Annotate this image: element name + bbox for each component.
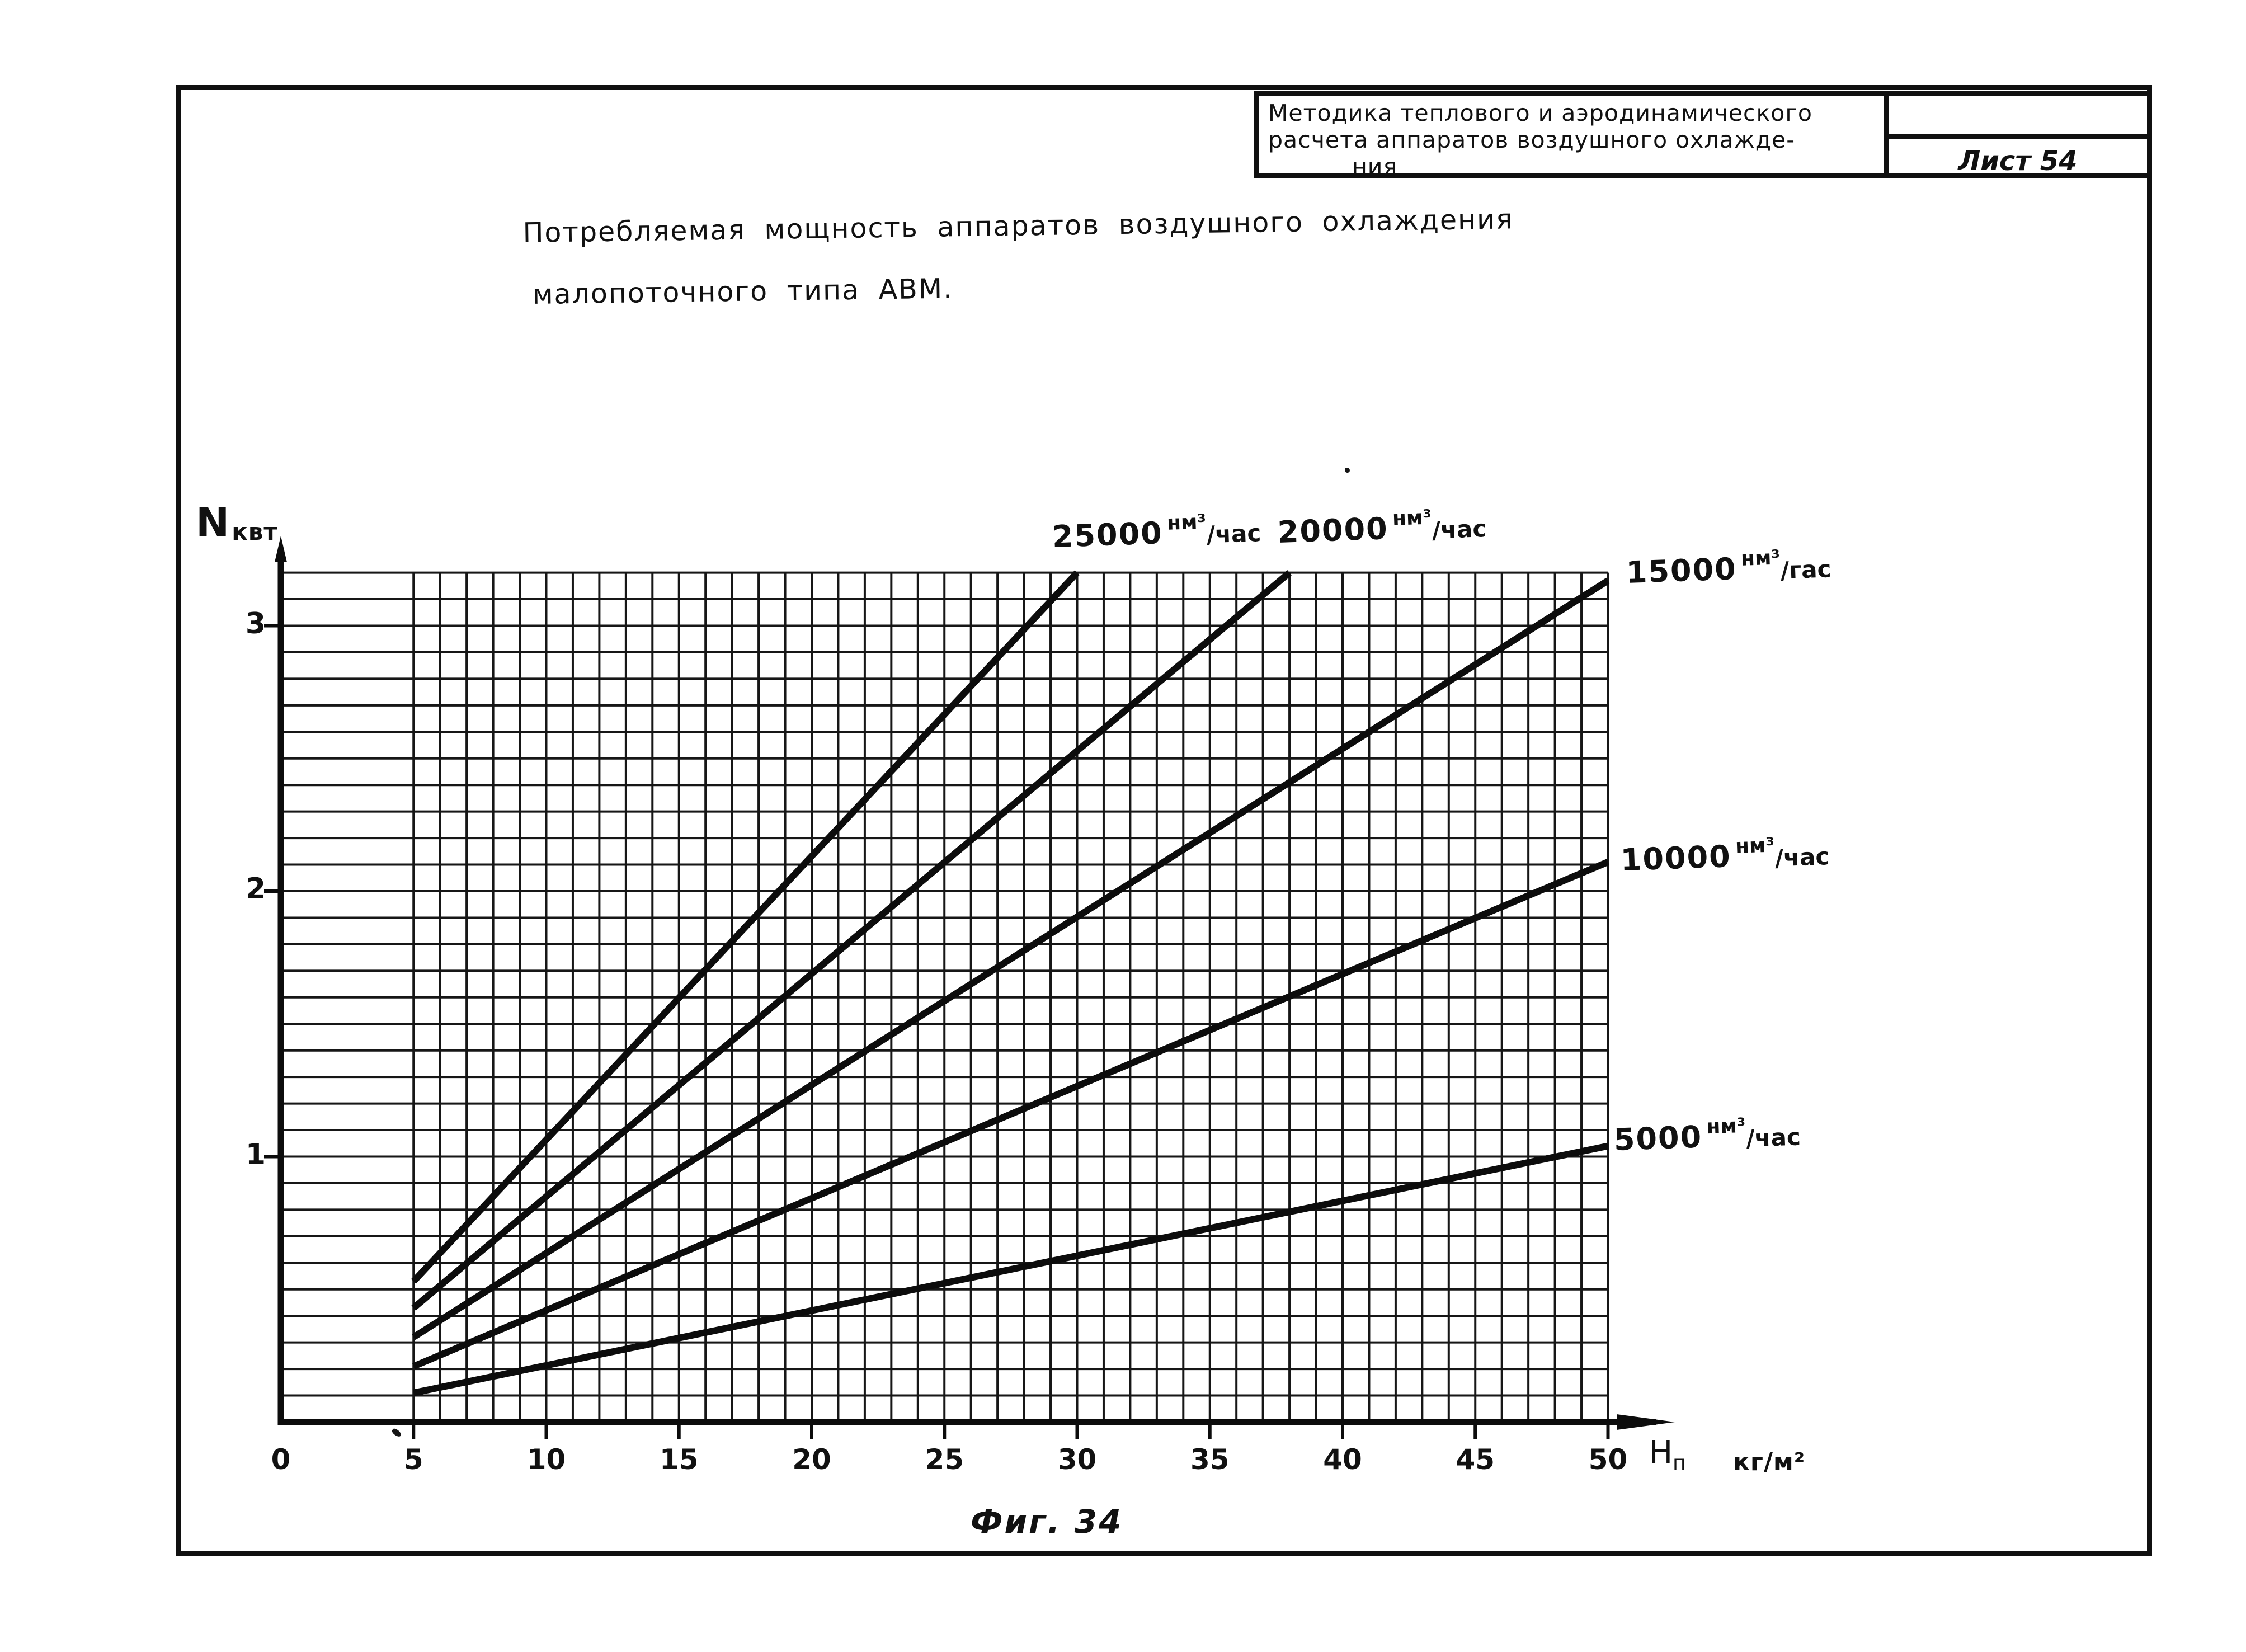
x-tick-label: 25 — [925, 1443, 964, 1476]
series-value: 20000 — [1277, 511, 1389, 550]
series-value: 10000 — [1619, 839, 1732, 878]
series-value: 5000 — [1613, 1119, 1703, 1157]
page-frame — [176, 85, 2152, 1556]
y-axis-unit: квт — [232, 518, 278, 545]
x-axis-symbol: H — [1649, 1434, 1673, 1471]
x-tick-label: 0 — [271, 1443, 291, 1476]
x-tick-label: 10 — [526, 1443, 566, 1476]
series-unit-den: /час — [1745, 1123, 1801, 1152]
series-label-10000: 10000 нм³/час — [1619, 834, 1830, 878]
series-label-25000: 25000 нм³/час — [1051, 510, 1262, 554]
y-tick-label: 3 — [245, 606, 266, 641]
series-unit-sup: нм³ — [1706, 1114, 1746, 1139]
y-tick-label: 2 — [245, 872, 266, 906]
sheet-box: Лист 54 — [1884, 91, 2152, 178]
x-tick-label: 50 — [1588, 1443, 1628, 1476]
x-axis-label: Hп — [1649, 1434, 1686, 1475]
series-unit-sup: нм³ — [1740, 546, 1781, 571]
series-unit-den: /час — [1206, 519, 1262, 549]
series-label-20000: 20000 нм³/час — [1277, 506, 1487, 550]
header-method-box: Методика теплового и аэродинамического р… — [1254, 91, 1889, 180]
sheet-label: Лист 54 — [1958, 145, 2078, 177]
series-label-15000: 15000 нм³/гас — [1625, 546, 1832, 590]
x-tick-label: 45 — [1456, 1443, 1495, 1476]
x-tick-label: 30 — [1057, 1443, 1097, 1476]
series-unit-den: /час — [1774, 842, 1830, 872]
series-value: 25000 — [1051, 515, 1164, 554]
header-method-line: расчета аппаратов воздушного охлажде- — [1268, 126, 1796, 153]
x-tick-label: 5 — [403, 1443, 423, 1476]
series-label-5000: 5000 нм³/час — [1613, 1114, 1801, 1157]
x-tick-label: 20 — [792, 1443, 831, 1476]
figure-caption: Фиг. 34 — [971, 1503, 1123, 1541]
ink-speck — [1345, 468, 1350, 473]
series-unit-sup: нм³ — [1735, 834, 1775, 858]
series-unit-sup: нм³ — [1166, 510, 1207, 535]
series-unit-sup: нм³ — [1392, 506, 1432, 530]
header-method-line: Методика теплового и аэродинамического — [1268, 100, 1812, 126]
y-tick-label: 1 — [245, 1137, 266, 1171]
x-tick-label: 15 — [659, 1443, 699, 1476]
sheet-box-empty-cell — [1889, 96, 2147, 139]
x-tick-label: 35 — [1190, 1443, 1230, 1476]
y-axis-symbol: N — [196, 499, 230, 546]
x-axis-symbol-subscript: п — [1673, 1452, 1686, 1475]
sheet-box-label-cell: Лист 54 — [1889, 144, 2147, 178]
header-method-line: ния — [1352, 153, 1398, 180]
series-unit-den: /гас — [1780, 555, 1832, 585]
series-unit-den: /час — [1432, 514, 1487, 544]
series-value: 15000 — [1625, 551, 1738, 590]
figure-title-line2: малопоточного типа АВМ. — [532, 272, 954, 310]
y-axis-label: Nквт — [196, 499, 278, 546]
x-tick-label: 40 — [1323, 1443, 1362, 1476]
x-axis-unit: кг/м² — [1733, 1448, 1806, 1476]
